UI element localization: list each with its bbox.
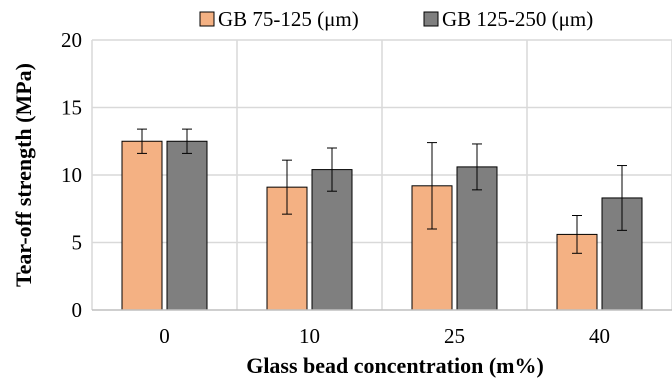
bar-2-10 (311, 169, 353, 311)
legend-swatch (199, 11, 215, 27)
error-bar-2-25 (472, 143, 482, 191)
x-axis-ticks: 0 10 25 40 (159, 324, 610, 348)
y-tick-label: 10 (61, 163, 82, 187)
bar-1-0 (121, 140, 163, 311)
x-axis-title: Glass bead concentration (m%) (246, 353, 544, 378)
x-tick-label: 0 (159, 324, 170, 348)
y-tick-label: 20 (61, 28, 82, 52)
error-bar-2-10 (327, 147, 337, 192)
legend: GB 75-125 (μm) GB 125-250 (μm) (199, 7, 593, 31)
legend-item-2: GB 125-250 (μm) (423, 7, 593, 31)
error-bar-1-10 (282, 159, 292, 215)
error-bar-1-0 (137, 128, 147, 154)
legend-label: GB 125-250 (μm) (442, 7, 593, 31)
x-tick-label: 40 (589, 324, 610, 348)
error-bar-2-40 (617, 165, 627, 231)
legend-item-1: GB 75-125 (μm) (199, 7, 359, 31)
y-tick-label: 0 (72, 298, 83, 322)
error-bars (137, 128, 627, 254)
legend-swatch (423, 11, 439, 27)
error-bar-1-25 (427, 142, 437, 230)
x-tick-label: 10 (299, 324, 320, 348)
y-axis-title: Tear-off strength (MPa) (11, 63, 36, 287)
error-bar-2-0 (182, 128, 192, 154)
y-axis-ticks: 0 5 10 15 20 (61, 28, 82, 322)
y-tick-label: 15 (61, 96, 82, 120)
x-tick-label: 25 (444, 324, 465, 348)
error-bar-1-40 (572, 215, 582, 254)
legend-label: GB 75-125 (μm) (218, 7, 359, 31)
y-tick-label: 5 (72, 231, 83, 255)
bar-2-0 (166, 140, 208, 311)
bars (121, 140, 643, 311)
